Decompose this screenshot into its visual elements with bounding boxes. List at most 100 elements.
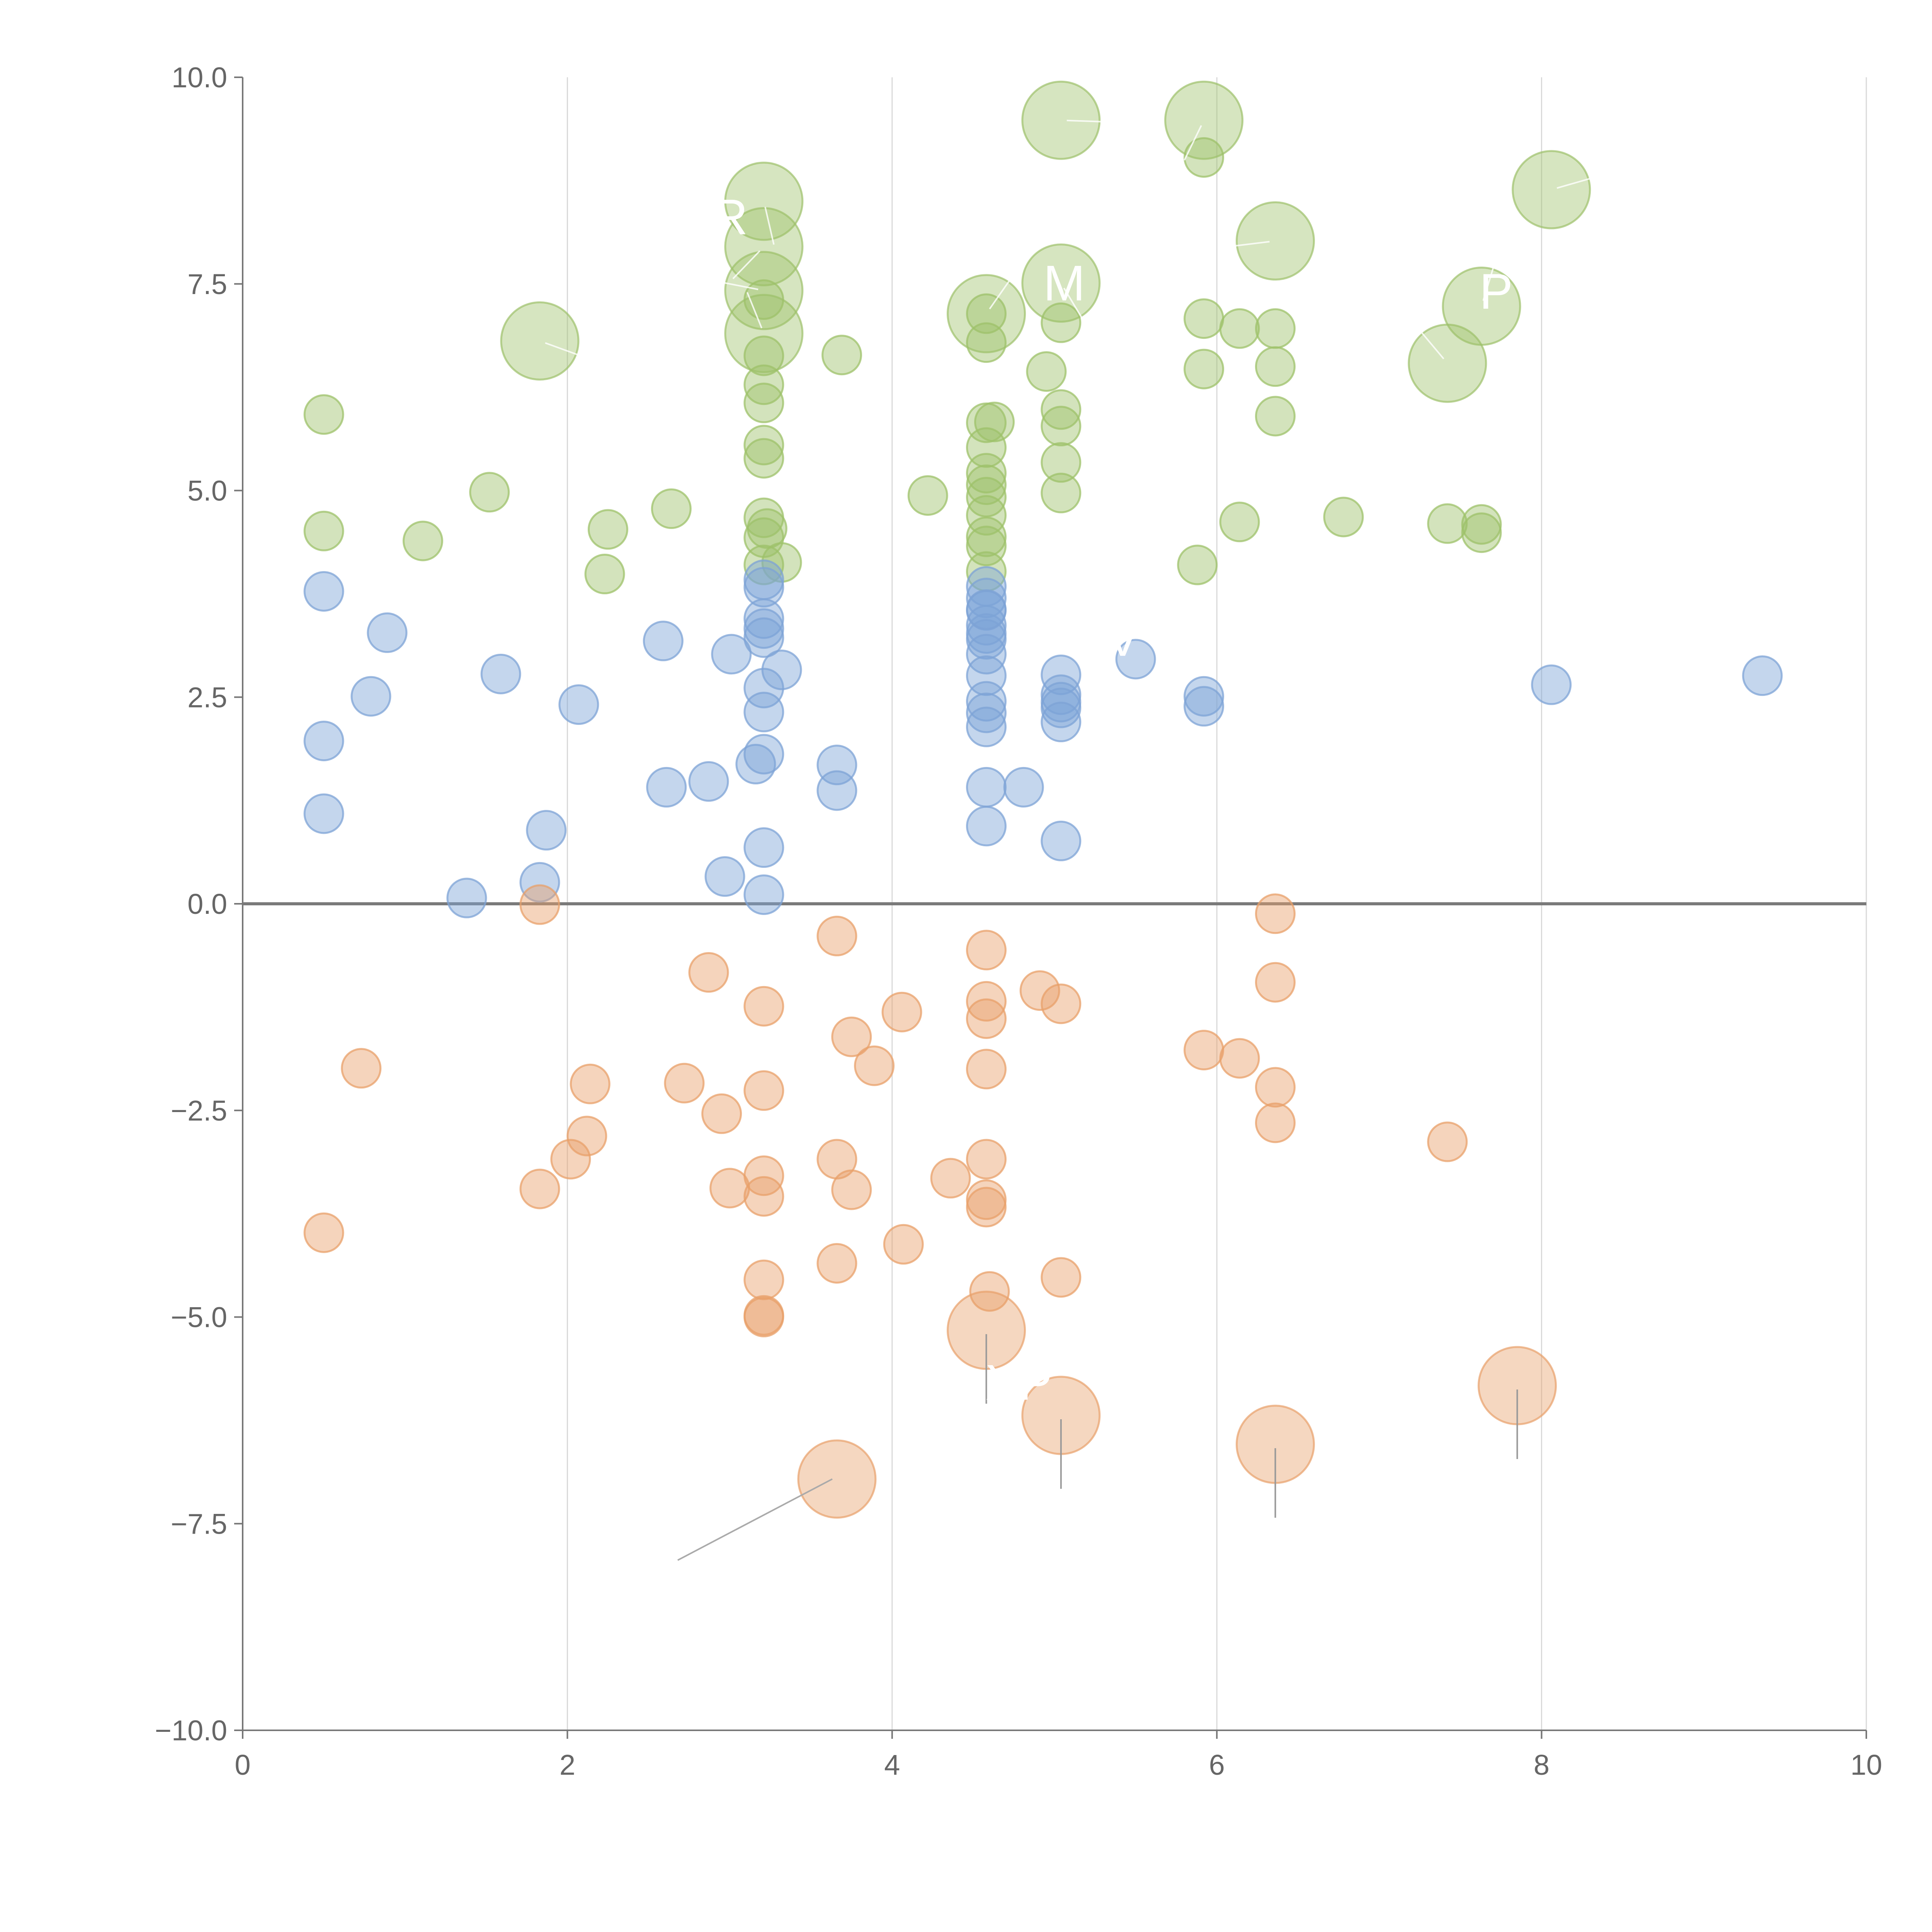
green-bubble bbox=[1041, 302, 1082, 343]
orange-bubble bbox=[1255, 1102, 1296, 1143]
green-bubble bbox=[1041, 442, 1082, 483]
blue-bubble bbox=[303, 793, 344, 834]
blue-bubble bbox=[519, 862, 560, 903]
blue-bubble bbox=[367, 612, 408, 653]
blue-bubble bbox=[1531, 664, 1572, 705]
blue-bubble bbox=[643, 621, 684, 662]
annotation-label: P bbox=[1480, 263, 1513, 320]
green-bubble bbox=[1041, 473, 1082, 514]
green-large-bubble bbox=[1512, 150, 1591, 230]
blue-bubble bbox=[704, 856, 745, 897]
orange-bubble bbox=[966, 998, 1007, 1039]
green-large-bubble bbox=[1021, 243, 1101, 323]
green-bubble bbox=[1255, 308, 1296, 349]
orange-bubble bbox=[743, 1070, 784, 1111]
x-tick-label: 4 bbox=[884, 1749, 900, 1781]
green-bubble bbox=[1219, 308, 1260, 349]
leader-line bbox=[764, 207, 775, 245]
orange-bubble bbox=[816, 915, 857, 956]
blue-bubble bbox=[966, 589, 1007, 630]
green-bubble bbox=[402, 520, 443, 561]
orange-bubble bbox=[883, 1224, 924, 1265]
orange-bubble bbox=[566, 1116, 607, 1156]
green-bubble bbox=[743, 544, 784, 585]
leader-line bbox=[732, 250, 760, 279]
blue-bubble bbox=[1184, 686, 1225, 727]
green-large-bubble bbox=[1442, 267, 1521, 346]
blue-bubble bbox=[1041, 687, 1082, 728]
green-bubble bbox=[743, 383, 784, 423]
annotation-label: V bbox=[1106, 610, 1139, 667]
leader-line bbox=[545, 342, 582, 357]
leader-line bbox=[1556, 177, 1594, 189]
green-large-bubble bbox=[1021, 80, 1101, 160]
orange-bubble bbox=[831, 1169, 872, 1210]
green-bubble bbox=[303, 394, 344, 435]
green-bubble bbox=[966, 322, 1007, 363]
y-tick-label: 2.5 bbox=[187, 681, 227, 713]
blue-bubble bbox=[966, 806, 1007, 847]
x-tick-label: 10 bbox=[1850, 1749, 1882, 1781]
x-tick-label: 6 bbox=[1209, 1749, 1225, 1781]
orange-bubble bbox=[1041, 1257, 1082, 1298]
blue-bubble bbox=[1115, 639, 1156, 680]
orange-bubble bbox=[688, 952, 729, 993]
orange-bubble bbox=[831, 1016, 872, 1057]
blue-bubble bbox=[480, 653, 521, 694]
orange-bubble bbox=[1427, 1121, 1468, 1162]
blue-bubble bbox=[688, 761, 729, 802]
green-bubble bbox=[747, 508, 787, 549]
leader-line bbox=[1063, 287, 1085, 322]
blue-bubble bbox=[743, 692, 784, 733]
orange-bubble bbox=[816, 1243, 857, 1284]
blue-bubble bbox=[1041, 820, 1082, 861]
green-bubble bbox=[1461, 504, 1502, 545]
orange-bubble bbox=[1255, 1067, 1296, 1108]
green-bubble bbox=[1255, 396, 1296, 437]
orange-bubble bbox=[1019, 970, 1060, 1011]
green-bubble bbox=[587, 509, 628, 550]
green-bubble bbox=[743, 335, 784, 376]
green-bubble bbox=[1255, 346, 1296, 387]
green-bubble bbox=[1026, 351, 1067, 392]
green-bubble bbox=[966, 477, 1007, 518]
y-tick-label: 7.5 bbox=[187, 268, 227, 300]
leader-line bbox=[1066, 119, 1105, 123]
green-bubble bbox=[1184, 349, 1225, 389]
green-bubble bbox=[966, 293, 1007, 334]
blue-bubble bbox=[761, 650, 802, 690]
green-bubble bbox=[651, 488, 692, 529]
orange-bubble bbox=[1255, 893, 1296, 934]
blue-bubble bbox=[526, 810, 567, 851]
annotation-label: R bbox=[712, 189, 748, 245]
annotation-label: M bbox=[1043, 255, 1085, 311]
blue-bubble bbox=[743, 668, 784, 709]
green-large-bubble bbox=[724, 294, 804, 373]
tick-labels: 0 2 4 6 8 10 10.0 7.5 5.0 2.5 0.0 −2.5 −5.0 −7.5 −10.0 bbox=[155, 61, 1882, 1781]
blue-bubble bbox=[743, 874, 784, 915]
y-tick-label: 10.0 bbox=[172, 61, 227, 94]
orange-bubble bbox=[519, 1168, 560, 1209]
blue-bubble bbox=[446, 878, 487, 918]
blue-bubble bbox=[743, 617, 784, 658]
green-bubble bbox=[469, 472, 510, 513]
blue-bubble bbox=[743, 827, 784, 868]
blue-bubble bbox=[1742, 655, 1783, 696]
green-bubble bbox=[1184, 298, 1225, 339]
green-large-bubble bbox=[947, 274, 1026, 354]
leader-line bbox=[746, 292, 763, 328]
green-bubble bbox=[743, 364, 784, 405]
orange-bubble bbox=[570, 1063, 611, 1104]
orange-bubble bbox=[743, 1259, 784, 1300]
leader-line bbox=[1482, 263, 1495, 301]
green-bubble bbox=[743, 438, 784, 479]
blue-bubble bbox=[350, 676, 391, 717]
leader-line bbox=[1231, 241, 1270, 247]
green-bubble bbox=[966, 495, 1007, 536]
leader-line bbox=[720, 281, 759, 290]
orange-bubble bbox=[854, 1045, 895, 1086]
orange-bubble bbox=[966, 981, 1007, 1022]
orange-bubble bbox=[930, 1158, 971, 1199]
green-bubble bbox=[1177, 544, 1218, 585]
blue-bubble bbox=[816, 770, 857, 811]
